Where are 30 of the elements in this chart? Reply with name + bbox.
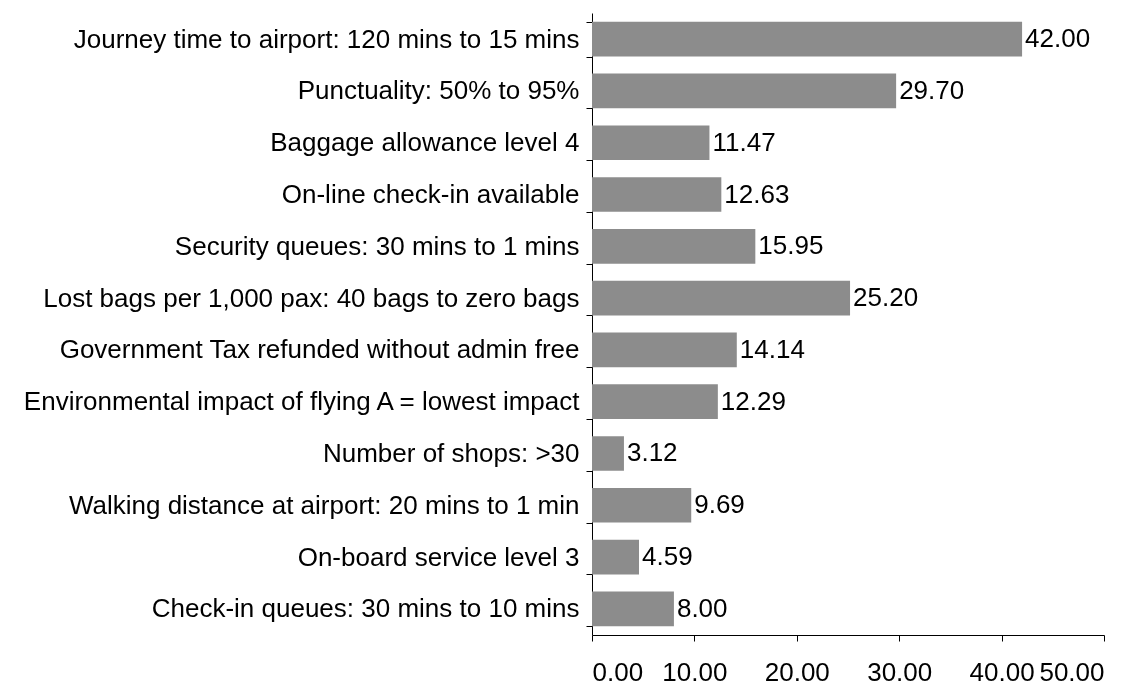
x-tick-label: 10.00 xyxy=(662,656,728,687)
data-label: 9.69 xyxy=(694,489,745,520)
y-tick-label: Number of shops: >30 xyxy=(322,437,580,468)
data-label: 8.00 xyxy=(676,592,728,623)
y-tick-label: Security queues: 30 mins to 1 mins xyxy=(174,230,580,261)
data-label: 3.12 xyxy=(626,437,678,468)
data-label: 15.95 xyxy=(758,230,824,261)
y-tick-label: Environmental impact of flying A = lowest impact xyxy=(23,386,581,417)
x-tick-label: 0.00 xyxy=(592,656,644,687)
data-label: 14.14 xyxy=(739,333,805,364)
y-tick-label: Baggage allowance level 4 xyxy=(270,127,580,158)
data-label: 42.00 xyxy=(1025,23,1091,54)
y-tick-label: Journey time to airport: 120 mins to 15 mins xyxy=(73,23,580,54)
y-tick-label: On-board service level 3 xyxy=(297,541,580,572)
data-label: 12.29 xyxy=(720,385,786,416)
y-tick-label: Government Tax refunded without admin free xyxy=(59,334,580,365)
data-label: 29.70 xyxy=(899,74,965,105)
x-tick-label: 20.00 xyxy=(764,656,830,687)
y-tick-label: Walking distance at airport: 20 mins to 1 min xyxy=(68,489,580,520)
y-tick-label: Lost bags per 1,000 pax: 40 bags to zero bags xyxy=(43,282,580,313)
x-tick-label: 40.00 xyxy=(969,656,1035,687)
data-label: 11.47 xyxy=(712,126,776,157)
data-label: 25.20 xyxy=(853,282,919,313)
x-tick-label: 30.00 xyxy=(867,656,933,687)
data-label: 12.63 xyxy=(724,178,790,209)
x-tick-label: 50.00 xyxy=(1039,656,1105,687)
y-tick-label: Check-in queues: 30 mins to 10 mins xyxy=(151,593,580,624)
y-tick-label: On-line check-in available xyxy=(281,179,580,210)
data-label: 4.59 xyxy=(642,541,693,572)
y-tick-label: Punctuality: 50% to 95% xyxy=(297,75,580,106)
